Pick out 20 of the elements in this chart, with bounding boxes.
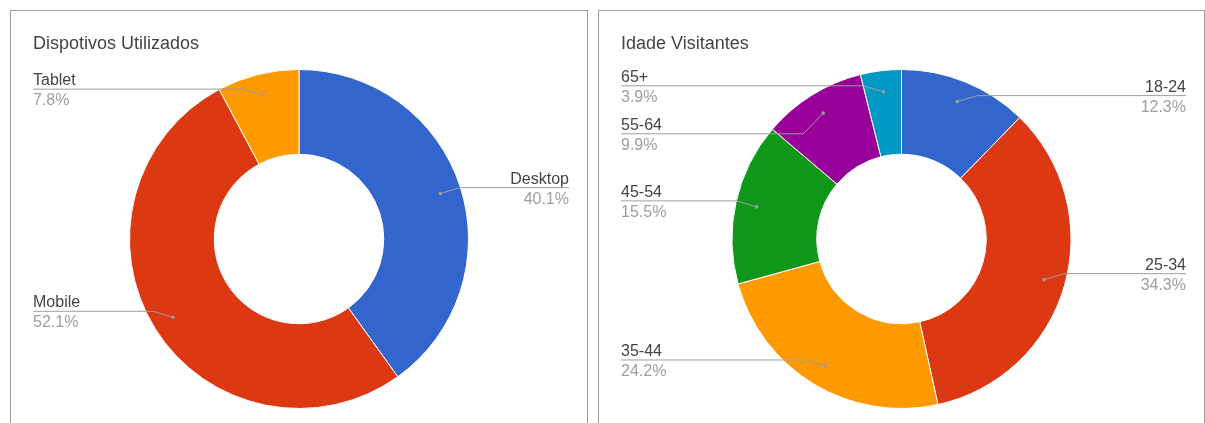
data-label: 9.9%: [621, 135, 658, 153]
data-label: 7.8%: [33, 91, 70, 109]
slice-label: Mobile: [33, 293, 81, 311]
slice-label: Tablet: [33, 71, 77, 89]
data-label: 3.9%: [621, 87, 658, 105]
slice-label: 55-64: [621, 115, 663, 133]
data-label: 12.3%: [1140, 97, 1186, 115]
slice-label: 25-34: [1145, 255, 1187, 273]
data-label: 52.1%: [33, 313, 79, 331]
chart-title: Dispotivos Utilizados: [33, 33, 200, 54]
data-label: 15.5%: [621, 202, 667, 220]
data-label: 24.2%: [621, 361, 667, 379]
data-label: 34.3%: [1140, 275, 1186, 293]
data-label: 40.1%: [523, 189, 569, 207]
slice-label: 35-44: [621, 341, 663, 359]
slice-label: 18-24: [1145, 77, 1187, 95]
slice-label: Desktop: [510, 169, 570, 187]
slice-label: 65+: [621, 67, 649, 85]
chart-title: Idade Visitantes: [621, 33, 749, 54]
slice-label: 45-54: [621, 182, 663, 200]
